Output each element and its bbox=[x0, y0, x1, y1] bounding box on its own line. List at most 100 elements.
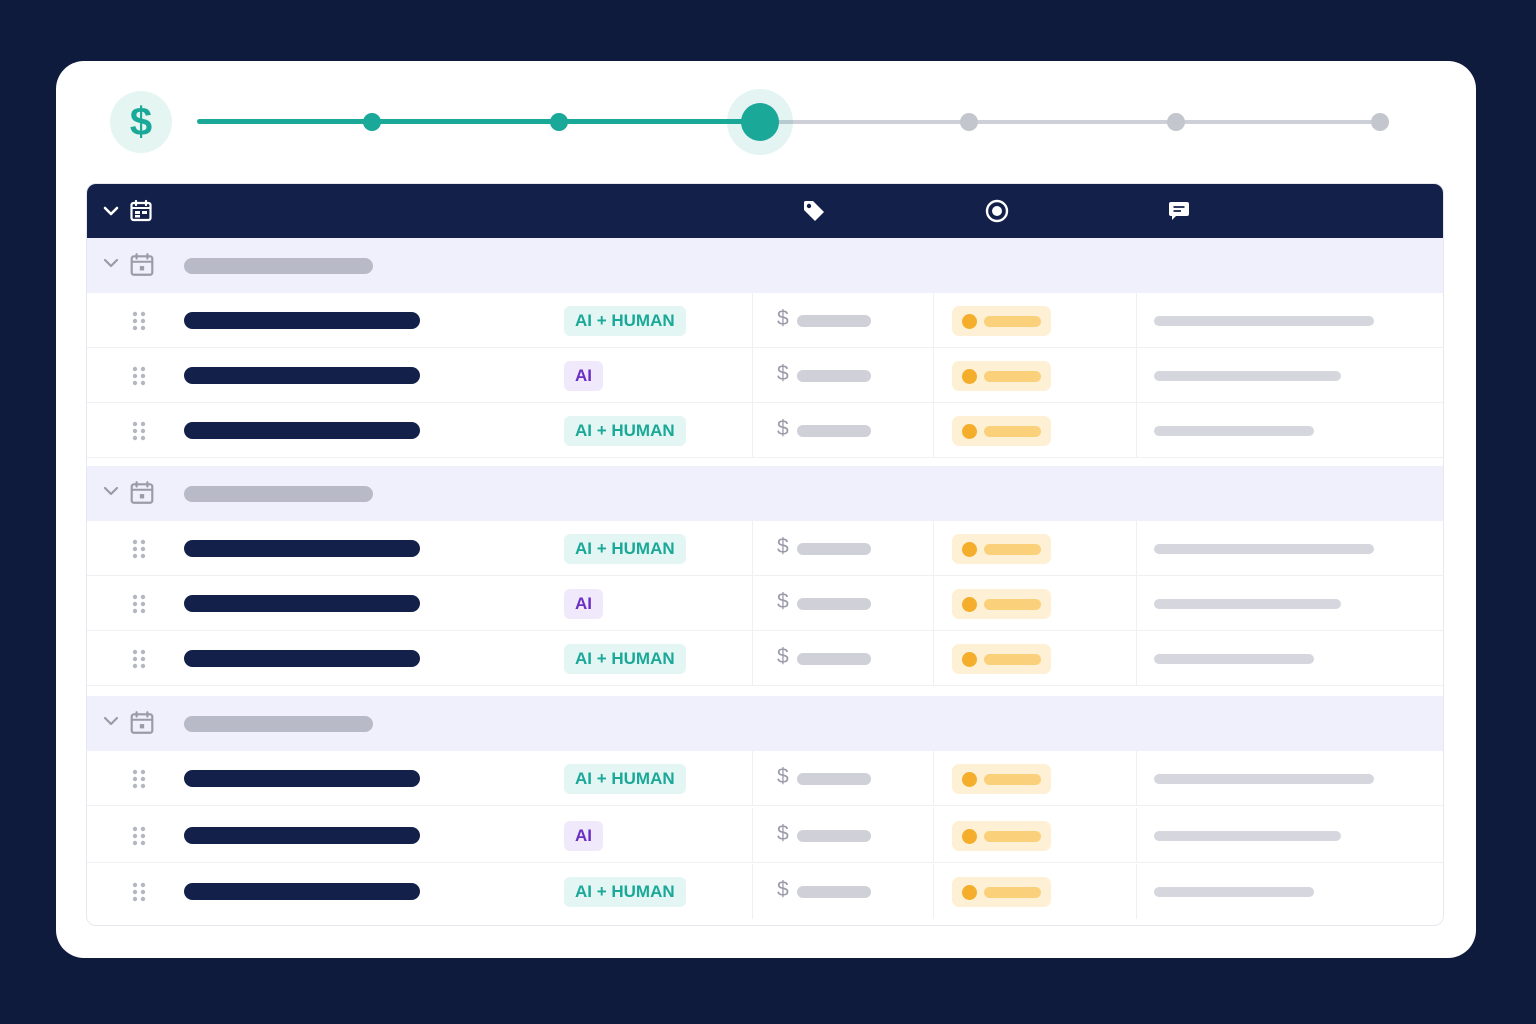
status-dot bbox=[962, 314, 977, 329]
currency-symbol: $ bbox=[777, 590, 789, 613]
comment-placeholder bbox=[1154, 316, 1374, 326]
status-badge[interactable] bbox=[952, 306, 1051, 336]
status-dot bbox=[962, 829, 977, 844]
tag-icon[interactable] bbox=[801, 198, 827, 224]
currency-symbol: $ bbox=[777, 765, 789, 788]
dollar-badge: $ bbox=[110, 91, 172, 153]
currency-symbol: $ bbox=[777, 878, 789, 901]
table-header bbox=[87, 184, 1443, 238]
chevron-down-icon[interactable] bbox=[101, 711, 121, 731]
status-badge[interactable] bbox=[952, 644, 1051, 674]
assignee-tag[interactable]: AI + HUMAN bbox=[564, 644, 686, 674]
status-text-placeholder bbox=[984, 426, 1041, 437]
table-row[interactable]: AI + HUMAN $ bbox=[87, 403, 1443, 458]
drag-handle-icon[interactable] bbox=[131, 648, 147, 670]
column-divider bbox=[933, 521, 934, 575]
group-header[interactable] bbox=[87, 696, 1443, 751]
column-divider bbox=[1136, 576, 1137, 630]
chevron-down-icon[interactable] bbox=[101, 253, 121, 273]
comment-placeholder bbox=[1154, 426, 1314, 436]
status-badge[interactable] bbox=[952, 877, 1051, 907]
drag-handle-icon[interactable] bbox=[131, 825, 147, 847]
status-badge[interactable] bbox=[952, 589, 1051, 619]
table-row[interactable]: AI + HUMAN $ bbox=[87, 864, 1443, 919]
column-divider bbox=[1136, 403, 1137, 457]
status-dot bbox=[962, 369, 977, 384]
progress-step-5[interactable] bbox=[1167, 113, 1185, 131]
drag-handle-icon[interactable] bbox=[131, 593, 147, 615]
status-dot bbox=[962, 885, 977, 900]
amount-placeholder bbox=[797, 315, 871, 327]
column-divider bbox=[933, 864, 934, 919]
drag-handle-icon[interactable] bbox=[131, 768, 147, 790]
table-row[interactable]: AI $ bbox=[87, 576, 1443, 631]
column-divider bbox=[933, 576, 934, 630]
group-title-placeholder bbox=[184, 716, 373, 732]
drag-handle-icon[interactable] bbox=[131, 881, 147, 903]
column-divider bbox=[933, 293, 934, 347]
group-header[interactable] bbox=[87, 466, 1443, 521]
amount-placeholder bbox=[797, 543, 871, 555]
assignee-tag[interactable]: AI + HUMAN bbox=[564, 416, 686, 446]
status-badge[interactable] bbox=[952, 821, 1051, 851]
table-row[interactable]: AI $ bbox=[87, 808, 1443, 863]
table-row[interactable]: AI + HUMAN $ bbox=[87, 631, 1443, 686]
progress-step-6[interactable] bbox=[1371, 113, 1389, 131]
column-divider bbox=[1136, 348, 1137, 402]
amount-placeholder bbox=[797, 425, 871, 437]
amount-placeholder bbox=[797, 653, 871, 665]
assignee-tag[interactable]: AI bbox=[564, 821, 603, 851]
row-title-placeholder bbox=[184, 883, 420, 900]
comment-icon[interactable] bbox=[1166, 198, 1192, 224]
column-divider bbox=[933, 751, 934, 805]
assignee-tag[interactable]: AI + HUMAN bbox=[564, 534, 686, 564]
status-badge[interactable] bbox=[952, 416, 1051, 446]
column-divider bbox=[752, 808, 753, 862]
calendar-icon[interactable] bbox=[128, 198, 154, 224]
table-row[interactable]: AI + HUMAN $ bbox=[87, 521, 1443, 576]
progress-step-1[interactable] bbox=[363, 113, 381, 131]
progress-step-4[interactable] bbox=[960, 113, 978, 131]
drag-handle-icon[interactable] bbox=[131, 420, 147, 442]
assignee-tag[interactable]: AI + HUMAN bbox=[564, 764, 686, 794]
table-row[interactable]: AI $ bbox=[87, 348, 1443, 403]
group-header[interactable] bbox=[87, 238, 1443, 293]
progress-step-current[interactable] bbox=[741, 103, 779, 141]
chevron-down-icon[interactable] bbox=[98, 198, 124, 224]
status-badge[interactable] bbox=[952, 764, 1051, 794]
dollar-sign-icon: $ bbox=[129, 100, 153, 144]
group-title-placeholder bbox=[184, 486, 373, 502]
comment-placeholder bbox=[1154, 599, 1341, 609]
amount-placeholder bbox=[797, 830, 871, 842]
amount-placeholder bbox=[797, 886, 871, 898]
row-title-placeholder bbox=[184, 312, 420, 329]
column-divider bbox=[752, 631, 753, 685]
status-dot bbox=[962, 772, 977, 787]
amount-placeholder bbox=[797, 598, 871, 610]
status-target-icon[interactable] bbox=[984, 198, 1010, 224]
assignee-tag[interactable]: AI bbox=[564, 589, 603, 619]
progress-step-2[interactable] bbox=[550, 113, 568, 131]
column-divider bbox=[752, 521, 753, 575]
comment-placeholder bbox=[1154, 371, 1341, 381]
assignee-tag[interactable]: AI + HUMAN bbox=[564, 877, 686, 907]
status-dot bbox=[962, 652, 977, 667]
status-badge[interactable] bbox=[952, 361, 1051, 391]
column-divider bbox=[1136, 864, 1137, 919]
assignee-tag[interactable]: AI bbox=[564, 361, 603, 391]
drag-handle-icon[interactable] bbox=[131, 365, 147, 387]
progress-track-completed bbox=[197, 119, 760, 124]
drag-handle-icon[interactable] bbox=[131, 538, 147, 560]
column-divider bbox=[752, 403, 753, 457]
status-badge[interactable] bbox=[952, 534, 1051, 564]
chevron-down-icon[interactable] bbox=[101, 481, 121, 501]
column-divider bbox=[933, 808, 934, 862]
comment-placeholder bbox=[1154, 887, 1314, 897]
assignee-tag[interactable]: AI + HUMAN bbox=[564, 306, 686, 336]
column-divider bbox=[1136, 521, 1137, 575]
column-divider bbox=[752, 576, 753, 630]
table-row[interactable]: AI + HUMAN $ bbox=[87, 751, 1443, 806]
table-row[interactable]: AI + HUMAN $ bbox=[87, 293, 1443, 348]
drag-handle-icon[interactable] bbox=[131, 310, 147, 332]
column-divider bbox=[933, 403, 934, 457]
